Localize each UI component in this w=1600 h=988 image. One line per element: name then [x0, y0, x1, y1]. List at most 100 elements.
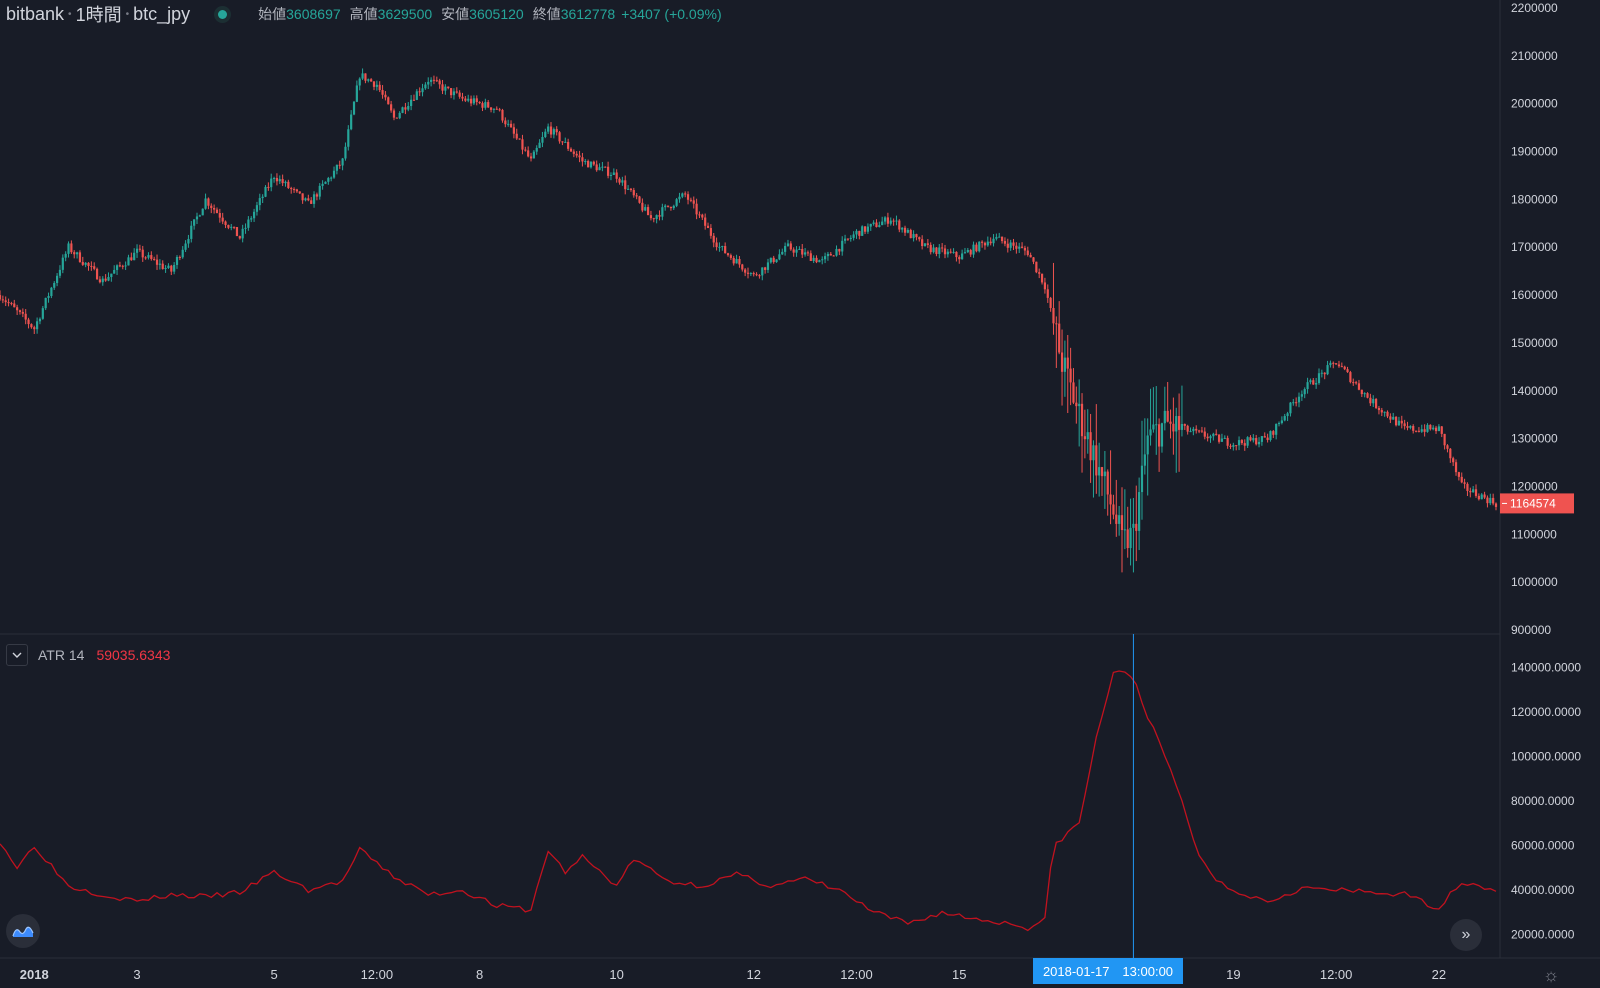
- tradingview-logo-icon[interactable]: [6, 914, 40, 948]
- candle-body: [1235, 445, 1238, 447]
- atr-tick-label: 140000.0000: [1511, 660, 1581, 674]
- candle-body: [1158, 424, 1161, 447]
- time-axis[interactable]: 2018 3 5 12:00 8 10 12 12:00 15 19 12:00 22: [20, 967, 1446, 982]
- candle-body: [95, 268, 99, 280]
- chevron-down-icon[interactable]: [6, 644, 28, 666]
- candle-body: [1109, 494, 1112, 505]
- candle-body: [193, 219, 196, 226]
- candle-body: [1437, 426, 1441, 432]
- candle-body: [826, 253, 830, 257]
- candle-body: [721, 246, 724, 248]
- candle-body: [1383, 411, 1386, 413]
- candle-body: [1092, 445, 1095, 461]
- candle-body: [1320, 372, 1323, 374]
- candle-body: [1046, 289, 1049, 298]
- candle-body: [958, 257, 961, 260]
- candle-body: [312, 194, 316, 204]
- indicator-legend[interactable]: ATR 14 59035.6343: [6, 643, 170, 667]
- candle-body: [390, 104, 393, 111]
- settings-sun-icon[interactable]: ☼: [1542, 965, 1560, 985]
- candle-body: [133, 252, 136, 261]
- candle-body: [1292, 402, 1295, 404]
- candle-body: [21, 311, 24, 314]
- candle-body: [898, 220, 901, 230]
- candle-body: [778, 254, 781, 260]
- candle-body: [1052, 307, 1055, 324]
- atr-tick-label: 120000.0000: [1511, 705, 1581, 719]
- candle-body: [1006, 243, 1009, 248]
- candle-body: [210, 205, 213, 208]
- last-price-label: 1164574: [1500, 493, 1574, 514]
- candle-body: [1132, 523, 1135, 528]
- candle-body: [1315, 383, 1318, 385]
- candle-body: [515, 133, 518, 139]
- candle-body: [1343, 366, 1346, 370]
- candle-body: [698, 214, 701, 216]
- candle-body: [1460, 476, 1463, 483]
- candle-body: [567, 141, 570, 149]
- candle-body: [752, 273, 755, 275]
- candle-body: [255, 205, 259, 212]
- candle-body: [547, 126, 550, 132]
- candle-body: [213, 207, 216, 210]
- candle-body: [938, 247, 941, 255]
- candle-body: [681, 193, 684, 197]
- candle-body: [704, 217, 707, 226]
- candle-body: [404, 107, 407, 110]
- candle-body: [1406, 426, 1409, 428]
- candle-body: [1, 299, 4, 301]
- candle-body: [641, 202, 644, 211]
- candle-body: [218, 213, 221, 218]
- candle-body: [318, 185, 321, 197]
- candle-body: [1040, 273, 1044, 283]
- candle-body: [301, 193, 304, 201]
- candle-body: [161, 263, 164, 269]
- candle-body: [803, 252, 807, 255]
- candle-body: [1232, 445, 1235, 447]
- double-chevron-right-icon[interactable]: »: [1450, 919, 1482, 951]
- pair-name[interactable]: btc_jpy: [133, 3, 191, 24]
- price-tick-label: 900000: [1511, 623, 1551, 637]
- high-value: 3629500: [377, 6, 433, 22]
- candle-body: [341, 158, 344, 166]
- candle-body: [449, 88, 453, 96]
- atr-tick-label: 80000.0000: [1511, 794, 1575, 808]
- candle-body: [1029, 254, 1032, 258]
- candle-body: [966, 250, 969, 253]
- candle-body: [835, 248, 838, 256]
- candle-body: [629, 188, 633, 191]
- atr-pane[interactable]: [0, 670, 1497, 932]
- candle-body: [358, 78, 361, 86]
- price-tick-label: 1500000: [1511, 336, 1558, 350]
- symbol-legend[interactable]: bitbank • 1時間 • btc_jpy 始値 3608697 高値 3629…: [6, 2, 722, 26]
- indicator-name: ATR 14: [38, 647, 85, 663]
- candle-body: [118, 265, 122, 267]
- candle-body: [107, 277, 110, 281]
- candle-body: [1486, 497, 1489, 504]
- candle-body: [1060, 352, 1064, 372]
- candle-body: [367, 79, 370, 81]
- candle-body: [1355, 382, 1358, 384]
- candle-body: [1229, 445, 1232, 447]
- candle-body: [1003, 241, 1007, 244]
- candle-body: [761, 267, 764, 276]
- candle-body: [1246, 437, 1249, 446]
- candle-body: [421, 88, 424, 93]
- price-axis[interactable]: 2200000 2100000 2000000 1900000 1800000 17000…: [1511, 1, 1558, 637]
- candle-body: [558, 132, 561, 142]
- candle-body: [287, 181, 290, 188]
- candle-body: [1340, 366, 1343, 368]
- candle-body: [1363, 393, 1366, 395]
- candle-body: [1055, 323, 1058, 325]
- interval-label[interactable]: 1時間: [75, 5, 122, 25]
- candle-body: [1043, 282, 1047, 290]
- candle-body: [823, 256, 827, 260]
- atr-axis[interactable]: 140000.0000 120000.0000 100000.0000 80000.0…: [1511, 660, 1581, 941]
- price-candles[interactable]: [0, 68, 1498, 573]
- candle-body: [1123, 529, 1126, 531]
- candle-body: [1440, 426, 1443, 434]
- candle-body: [381, 90, 384, 95]
- legend-separator: •: [68, 8, 72, 20]
- exchange-name[interactable]: bitbank: [6, 3, 65, 24]
